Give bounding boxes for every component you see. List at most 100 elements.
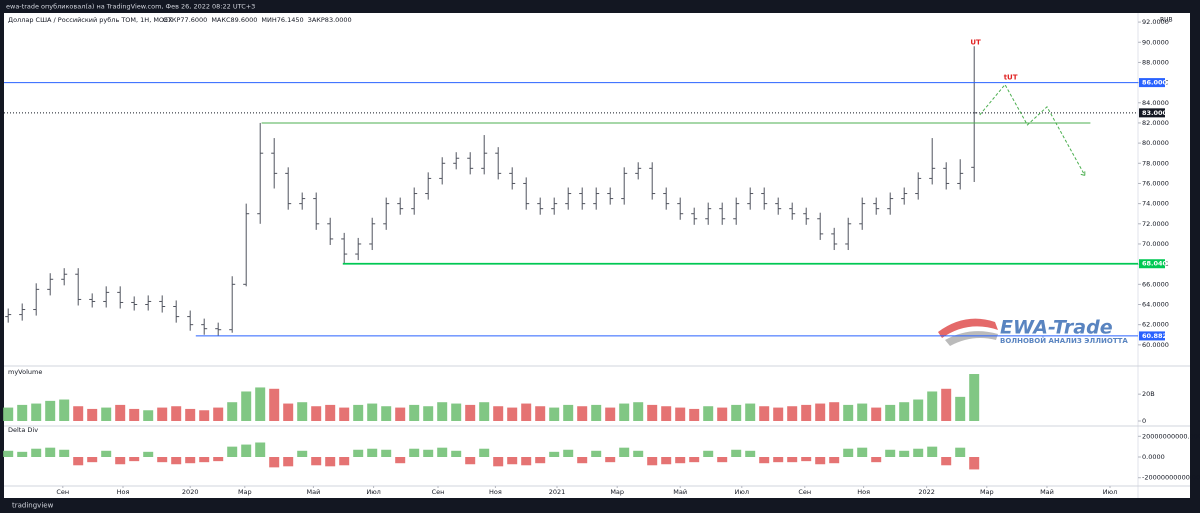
wave-label: UT: [970, 38, 981, 46]
bar: [633, 450, 644, 457]
bar: [381, 406, 392, 421]
bar: [955, 396, 966, 421]
bar: [549, 451, 560, 457]
bar: [521, 457, 532, 466]
ohlc-bar: [75, 268, 82, 306]
bar: [199, 410, 210, 421]
bar: [675, 407, 686, 421]
bar: [941, 388, 952, 421]
x-tick-label: Июл: [366, 488, 381, 496]
ohlc-bar: [173, 300, 180, 323]
bar: [815, 457, 826, 465]
bar: [885, 449, 896, 457]
bar: [731, 449, 742, 457]
bar: [3, 450, 14, 457]
bar: [297, 450, 308, 457]
ohlc-bar: [47, 273, 54, 296]
bar: [535, 457, 546, 464]
ohlc-bar: [257, 122, 264, 224]
ohlc-bar: [5, 308, 12, 323]
bar: [857, 403, 868, 421]
bar: [549, 407, 560, 421]
ohlc-bar: [145, 295, 152, 311]
bar: [703, 406, 714, 421]
ohlc-bar: [355, 237, 362, 261]
ohlc-legend: МИН76.1450: [261, 16, 303, 24]
bar: [577, 457, 588, 464]
ohlc-legend: ОТКР77.6000: [163, 16, 208, 24]
bar: [3, 407, 14, 421]
ohlc-bar: [327, 217, 334, 245]
bar: [507, 457, 518, 465]
ohlc-bar: [243, 203, 250, 287]
bar: [45, 400, 56, 421]
y-tick-label: 66.0000: [1142, 280, 1169, 288]
bar: [843, 404, 854, 421]
ohlc-bar: [33, 283, 40, 316]
bar: [577, 406, 588, 421]
level-label: 68.0400: [1142, 260, 1172, 268]
ohlc-bar: [733, 197, 740, 225]
bar: [801, 457, 812, 462]
y-tick-label: 0.0000: [1142, 453, 1165, 461]
y-tick-label: 20B: [1142, 390, 1155, 398]
bar: [689, 457, 700, 463]
ohlc-bar: [859, 197, 866, 230]
ohlc-bar: [467, 152, 474, 175]
bar: [59, 449, 70, 457]
bar: [619, 447, 630, 457]
ohlc-bar: [775, 197, 782, 215]
ohlc-bar: [915, 172, 922, 200]
bar: [829, 402, 840, 421]
y-tick-label: 60.0000: [1142, 341, 1169, 349]
bar: [563, 404, 574, 421]
bar: [213, 457, 224, 462]
ohlc-bar: [663, 187, 670, 210]
bar: [451, 450, 462, 457]
x-tick-label: Мар: [610, 488, 624, 496]
bar: [661, 457, 672, 465]
ohlc-bar: [397, 197, 404, 215]
bar: [395, 457, 406, 464]
bar: [101, 450, 112, 457]
bar: [31, 403, 42, 421]
y-tick-label: 82.0000: [1142, 119, 1169, 127]
ohlc-bar: [621, 167, 628, 205]
ohlc-bar: [747, 187, 754, 210]
y-tick-label: 20000000000.0000: [1142, 432, 1200, 440]
level-label: 86.0000: [1142, 79, 1172, 87]
ohlc-bar: [383, 197, 390, 230]
ohlc-bar: [369, 217, 376, 251]
ohlc-bar: [537, 197, 544, 215]
bar: [493, 406, 504, 421]
x-tick-label: Сен: [56, 488, 69, 496]
bar: [339, 407, 350, 421]
ohlc-bar: [523, 177, 530, 210]
bar: [647, 457, 658, 466]
bar: [325, 404, 336, 421]
x-tick-label: Ноя: [857, 488, 870, 496]
ohlc-bar: [831, 227, 838, 251]
bar: [661, 406, 672, 421]
ohlc-bar: [509, 167, 516, 190]
bar: [199, 457, 210, 463]
level-label-box: [1139, 259, 1165, 269]
bar: [759, 457, 770, 464]
y-tick-label: 0: [1142, 417, 1146, 425]
bar: [31, 448, 42, 457]
watermark-subtitle: ВОЛНОВОЙ АНАЛИЗ ЭЛЛИОТТА: [1000, 336, 1128, 345]
ohlc-bar: [495, 147, 502, 180]
x-tick-label: Сен: [798, 488, 811, 496]
watermark-title: EWA-Trade: [1000, 317, 1113, 339]
bar: [927, 446, 938, 457]
level-label: 83.0000: [1142, 109, 1172, 117]
bar: [717, 407, 728, 421]
ohlc-bar: [453, 152, 460, 170]
bar: [745, 403, 756, 421]
bar: [437, 447, 448, 457]
bar: [591, 404, 602, 421]
currency: RUB: [1160, 17, 1173, 24]
ohlc-bar: [117, 286, 124, 309]
bar: [241, 391, 252, 421]
bar: [479, 402, 490, 421]
